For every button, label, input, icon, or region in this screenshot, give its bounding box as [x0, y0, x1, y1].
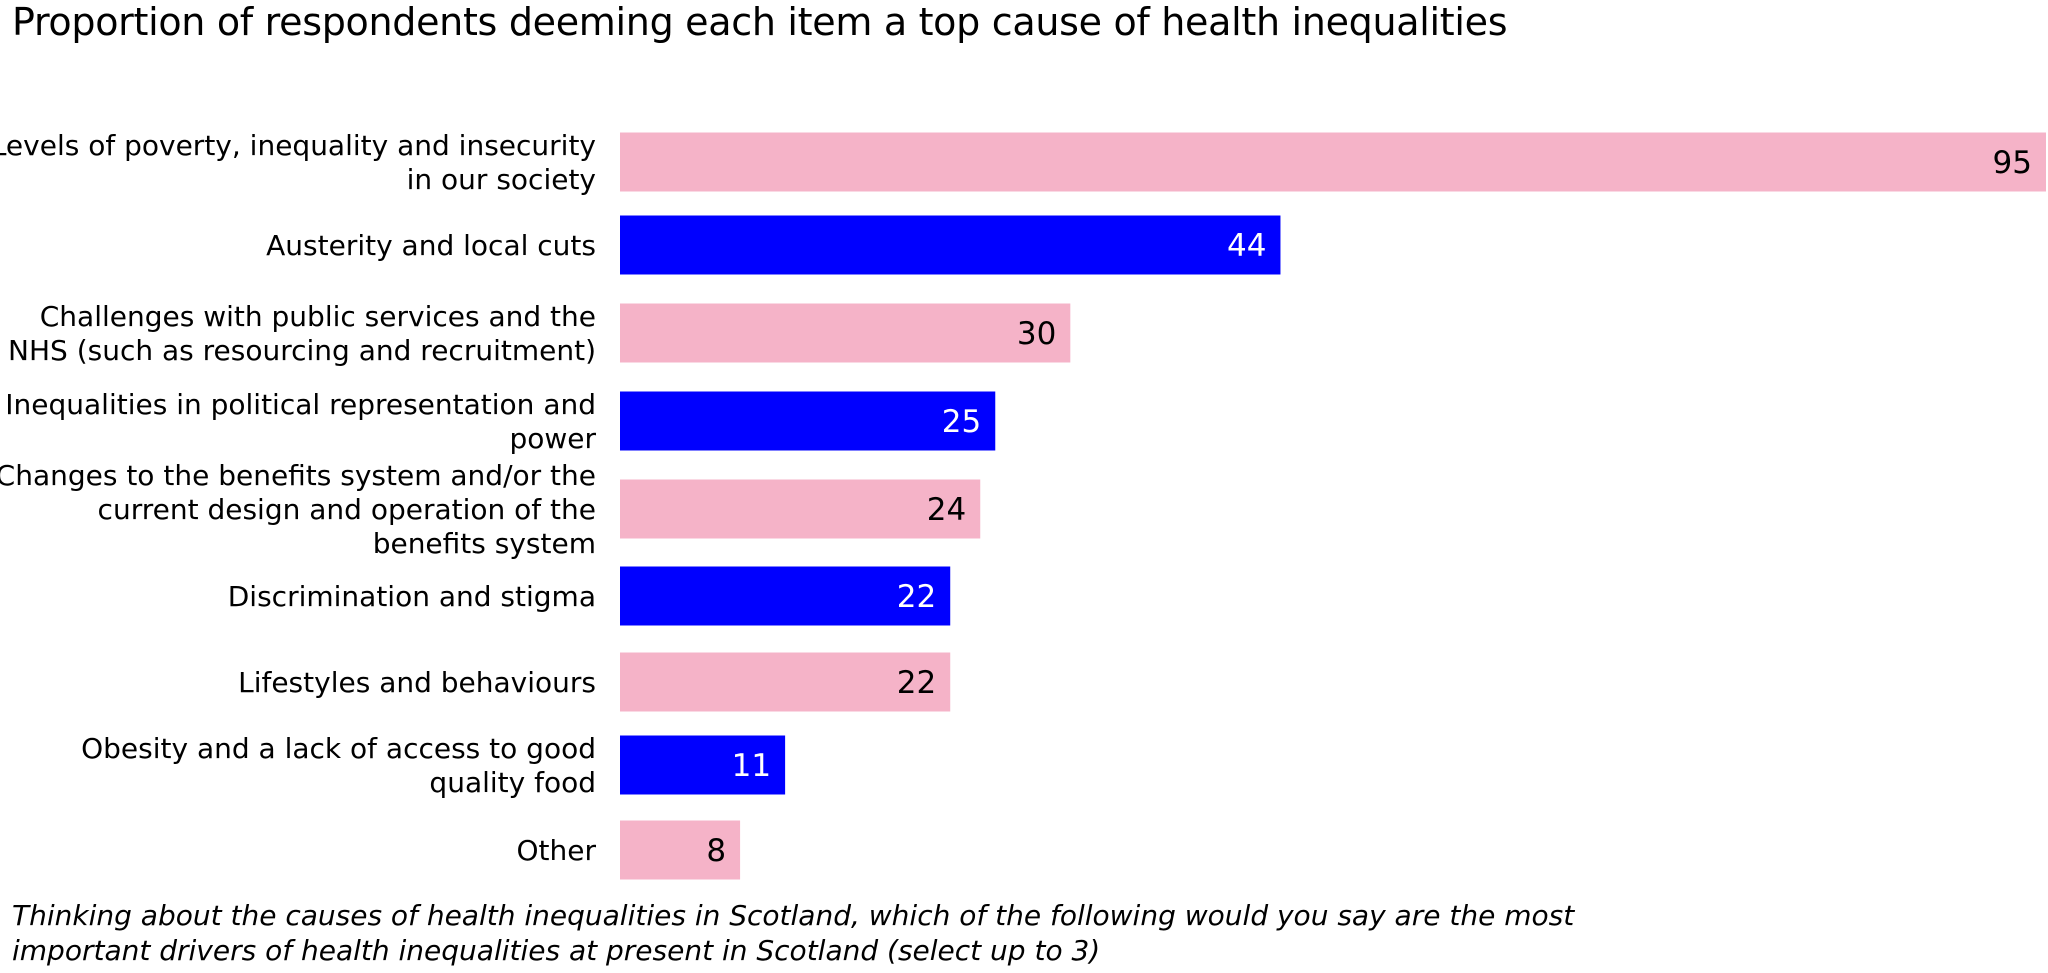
bar-5: [620, 479, 981, 539]
bar-7: [620, 652, 951, 712]
category-label-8-line-1: Obesity and a lack of access to good: [81, 732, 596, 765]
bar-value-label-7: 22: [897, 665, 936, 701]
category-label-5-line-1: Changes to the benefits system and/or th…: [0, 459, 596, 492]
bar-value-label-4: 25: [942, 404, 981, 440]
bar-8: [620, 735, 786, 795]
category-label-6: Discrimination and stigma: [228, 580, 596, 613]
bar-value-label-9: 8: [706, 833, 726, 869]
category-label-2: Austerity and local cuts: [266, 229, 596, 262]
category-label-8-line-2: quality food: [429, 766, 596, 799]
bar-3: [620, 303, 1071, 363]
bar-2: [620, 215, 1281, 275]
category-label-3-line-1: Challenges with public services and the: [40, 300, 596, 333]
bar-1: [620, 132, 2046, 192]
chart-note-line-1: Thinking about the causes of health ineq…: [12, 899, 1575, 932]
category-label-7: Lifestyles and behaviours: [238, 666, 596, 699]
chart-note-line-2: important drivers of health inequalities…: [12, 934, 1101, 967]
category-label-4-line-2: power: [509, 422, 596, 455]
category-label-4-line-1: Inequalities in political representation…: [5, 388, 596, 421]
category-label-9: Other: [516, 834, 596, 867]
bar-value-label-3: 30: [1017, 316, 1056, 352]
bar-value-label-8: 11: [732, 748, 771, 784]
chart-note: Thinking about the causes of health ineq…: [12, 898, 1574, 968]
chart-title: Proportion of respondents deeming each i…: [12, 0, 1508, 44]
category-label-5-line-2: current design and operation of the: [98, 493, 596, 526]
bar-6: [620, 566, 951, 626]
bar-value-label-5: 24: [927, 492, 966, 528]
category-label-3-line-2: NHS (such as resourcing and recruitment): [8, 334, 596, 367]
category-label-1-line-1: Levels of poverty, inequality and insecu…: [0, 129, 596, 162]
bar-value-label-2: 44: [1227, 228, 1266, 264]
bar-value-label-6: 22: [897, 579, 936, 615]
bar-value-label-1: 95: [1993, 145, 2032, 181]
category-label-5-line-3: benefits system: [373, 527, 596, 560]
bar-4: [620, 391, 996, 451]
category-label-1-line-2: in our society: [407, 163, 596, 196]
bar-9: [620, 820, 741, 880]
